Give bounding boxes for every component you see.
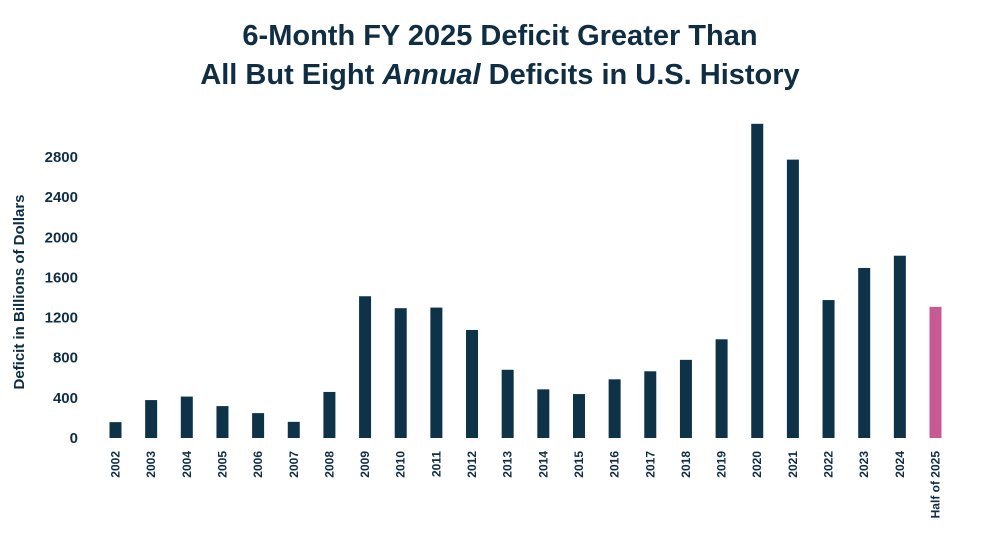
bar-2024	[893, 255, 906, 438]
x-tick-label: 2014	[536, 451, 550, 478]
y-tick-label: 2400	[45, 189, 78, 206]
x-tick-label: 2018	[679, 451, 693, 478]
bar-2015	[572, 394, 585, 438]
bar-2017	[644, 371, 657, 438]
bar-2022	[822, 300, 835, 438]
title-emphasis-annual: Annual	[382, 59, 481, 91]
bar-half-of-2025	[929, 306, 942, 438]
bar-2002	[109, 422, 122, 438]
y-axis-title: Deficit in Billions of Dollars	[11, 194, 28, 389]
y-tick-label: 1600	[45, 269, 78, 286]
y-axis-ticks: 0 400 800 1200 1600 2000 2400 2800	[45, 149, 78, 447]
x-tick-label: 2009	[358, 451, 372, 478]
chart-title-line-2: All But Eight Annual Deficits in U.S. Hi…	[0, 58, 1000, 92]
bar-2010	[394, 308, 407, 438]
x-tick-label: 2017	[643, 451, 657, 478]
x-tick-label: 2024	[893, 451, 907, 478]
bar-2014	[537, 389, 550, 438]
bar-2007	[287, 421, 300, 438]
chart-title-line-1: 6-Month FY 2025 Deficit Greater Than	[242, 20, 758, 52]
x-axis-labels: 2002 2003 2004 2005 2006 2007 2008 2009 2010 2011…	[109, 451, 943, 519]
bar-2009	[359, 296, 372, 438]
y-tick-label: 2000	[45, 229, 78, 246]
y-tick-label: 400	[53, 390, 78, 407]
x-tick-label: 2021	[786, 451, 800, 478]
bar-2023	[858, 267, 871, 438]
x-tick-label: 2005	[215, 451, 229, 478]
title-line-2-start: All But Eight	[200, 59, 383, 91]
x-tick-label: 2002	[109, 451, 123, 478]
bar-2003	[145, 400, 158, 438]
bar-2008	[323, 391, 336, 438]
bar-2006	[252, 413, 265, 438]
x-tick-label: 2022	[822, 451, 836, 478]
bar-2012	[466, 329, 479, 438]
y-tick-label: 1200	[45, 310, 78, 327]
bars	[109, 123, 942, 438]
x-tick-label: 2020	[750, 451, 764, 478]
bar-2021	[786, 159, 799, 438]
title-line-2-end: Deficits in U.S. History	[480, 59, 800, 91]
bar-2019	[715, 339, 728, 438]
bar-2016	[608, 379, 621, 438]
bar-2011	[430, 307, 443, 438]
x-tick-label: 2015	[572, 451, 586, 478]
bar-2004	[180, 396, 193, 438]
x-tick-label: 2007	[287, 451, 301, 478]
x-tick-label: 2011	[429, 451, 443, 477]
y-tick-label: 800	[53, 350, 78, 367]
x-tick-label: 2013	[501, 451, 515, 478]
x-tick-label: 2003	[144, 451, 158, 478]
x-tick-label: 2006	[251, 451, 265, 478]
bar-2013	[501, 369, 514, 438]
y-tick-label: 0	[70, 430, 78, 447]
x-tick-label: 2023	[857, 451, 871, 478]
x-tick-label: 2012	[465, 451, 479, 478]
x-tick-label: 2016	[608, 451, 622, 478]
x-tick-label: Half of 2025	[929, 451, 943, 519]
x-tick-label: 2010	[394, 451, 408, 478]
x-tick-label: 2004	[180, 451, 194, 478]
y-tick-label: 2800	[45, 149, 78, 166]
bar-2018	[679, 359, 692, 438]
bar-2020	[751, 123, 764, 438]
x-tick-label: 2008	[322, 451, 336, 478]
x-tick-label: 2019	[715, 451, 729, 478]
bar-2005	[216, 406, 229, 438]
